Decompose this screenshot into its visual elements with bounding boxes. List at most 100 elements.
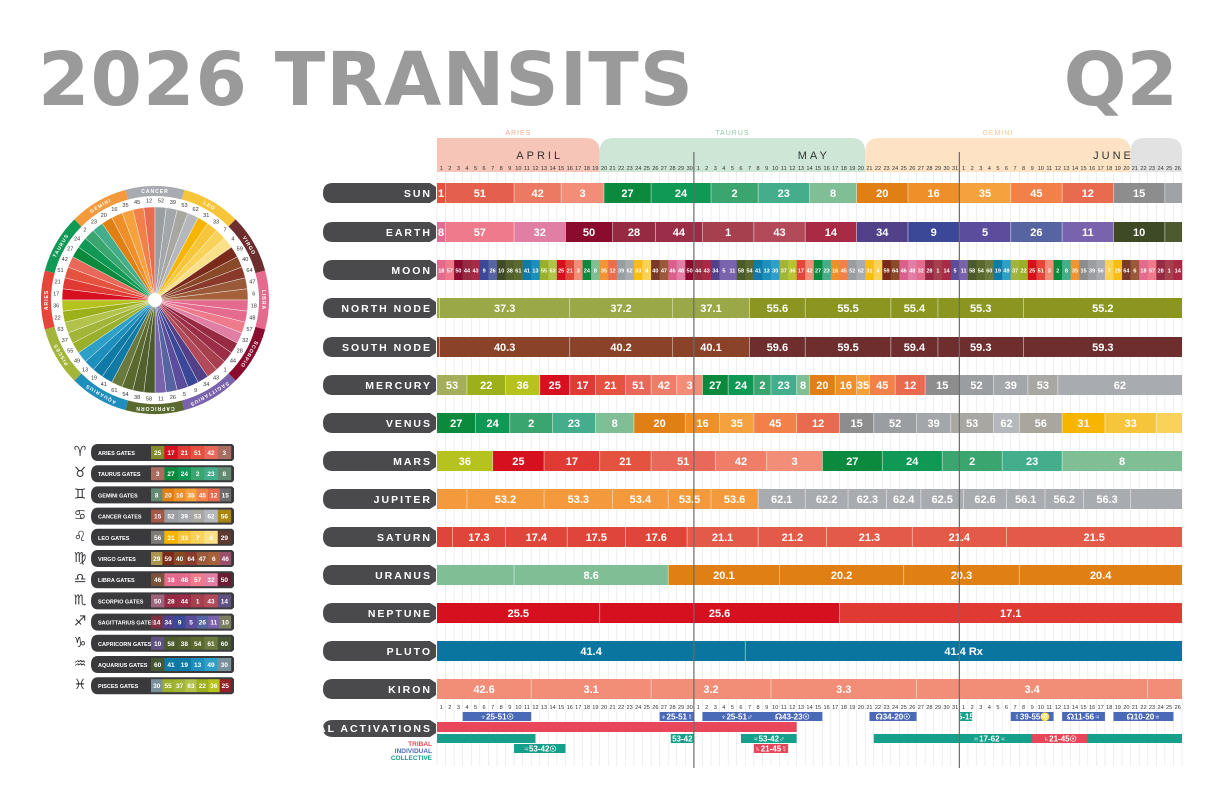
transit-segment	[959, 183, 1011, 203]
segment-label: 1	[725, 227, 731, 239]
segment-label: 43	[773, 227, 785, 239]
day-tick-bottom: 5	[996, 705, 999, 711]
wheel-gate-number: 51	[57, 268, 63, 274]
gate-number: 40	[176, 556, 184, 563]
segment-label: 62.2	[816, 494, 837, 506]
planet-name: MERCURY	[365, 380, 432, 392]
transit-segment	[1062, 222, 1114, 242]
day-tick-bottom: 20	[1123, 705, 1129, 711]
day-tick: 21	[609, 166, 615, 172]
segment-label: 12	[904, 380, 916, 392]
gate-cell	[204, 509, 218, 523]
activation-bar-individual	[659, 712, 694, 721]
transit-segment	[565, 222, 613, 242]
gate-number: 3	[156, 471, 160, 478]
transit-segment	[492, 451, 545, 471]
day-tick-bottom: 17	[1098, 705, 1104, 711]
planet-row-moon: MOON 18 57 50 44 43 9 26 10 38 61 41 13 55 63 25 21 3 24 8 3…	[323, 260, 1183, 280]
zodiac-glyph-icon: ♉	[74, 465, 87, 481]
day-tick-bottom: 7	[748, 705, 751, 711]
transit-segment	[1130, 489, 1182, 509]
transit-segment	[886, 489, 921, 509]
wheel-gate-number: 2	[83, 227, 86, 233]
transit-segment	[907, 183, 960, 203]
day-tick: 2	[971, 166, 974, 172]
day-tick: 9	[765, 166, 768, 172]
segment-label: 34	[876, 227, 889, 239]
gate-number: 39	[181, 514, 189, 521]
gate-number: 37	[176, 683, 184, 690]
transit-segment	[805, 298, 891, 318]
wheel-gate-number: 47	[249, 280, 255, 286]
transit-segment	[651, 679, 771, 699]
sign-band-label: TAURUS	[715, 130, 749, 137]
segment-label: 21	[604, 380, 616, 392]
moon-segment-label: 58	[969, 269, 975, 275]
segment-label: 17.5	[586, 532, 607, 544]
wheel-gate-number: 39	[170, 200, 176, 206]
segment-label: 15	[1133, 188, 1145, 200]
day-tick: 27	[661, 166, 667, 172]
gate-number: 59	[165, 556, 173, 563]
wheel-gate-number: 9	[194, 388, 197, 394]
day-tick-bottom: 18	[1106, 705, 1112, 711]
transit-segment	[728, 375, 754, 395]
transit-segment	[567, 527, 626, 547]
segment-label: 56.2	[1054, 494, 1075, 506]
wheel-gate-number: 26	[170, 395, 176, 401]
moon-segment-label: 35	[601, 269, 607, 275]
month-label: MAY	[798, 150, 830, 162]
day-tick: 30	[686, 166, 692, 172]
segment-label: 25	[549, 380, 561, 392]
segment-label: 16	[696, 418, 708, 430]
day-tick-bottom: 26	[652, 705, 658, 711]
moon-segment-label: 57	[447, 269, 453, 275]
transit-segment	[959, 375, 994, 395]
segment-label: 41.4 Rx	[944, 646, 983, 658]
segment-label: 21.2	[782, 532, 803, 544]
segment-label: 53	[966, 418, 978, 430]
day-tick-bottom: 7	[491, 705, 494, 711]
zodiac-glyph-icon: ♓	[74, 677, 87, 693]
day-tick-bottom: 25	[1166, 705, 1172, 711]
transit-segment	[437, 413, 476, 433]
gate-number: 27	[167, 471, 175, 478]
transit-segment	[445, 183, 515, 203]
day-tick-bottom: 4	[988, 705, 991, 711]
gate-cell	[151, 530, 165, 544]
day-tick: 19	[1115, 166, 1121, 172]
transit-segment	[437, 527, 453, 547]
segment-label: 17.1	[1000, 608, 1021, 620]
segment-label: 42	[531, 188, 543, 200]
moon-segment	[942, 260, 952, 280]
moon-segment-label: 37	[1012, 269, 1018, 275]
moon-segment	[865, 260, 875, 280]
gate-number: 19	[181, 662, 189, 669]
transit-segment	[1062, 413, 1105, 433]
day-tick-bottom: 23	[627, 705, 633, 711]
moon-segment	[899, 260, 909, 280]
activation-label: ♃53-42☉	[523, 745, 557, 754]
moon-segment-label: 64	[892, 269, 899, 275]
segment-label: 3.2	[703, 684, 718, 696]
day-tick: 11	[1046, 166, 1052, 172]
transit-segment	[539, 375, 570, 395]
activation-label: 53-42	[672, 735, 693, 744]
activation-label: ☊34-20☉	[876, 713, 911, 722]
transit-segment	[1006, 527, 1182, 547]
day-tick: 7	[491, 166, 494, 172]
moon-segment	[728, 260, 738, 280]
moon-segment	[1173, 260, 1183, 280]
segment-label: 35	[731, 418, 743, 430]
transit-segment	[514, 565, 669, 585]
day-tick-bottom: 14	[549, 705, 555, 711]
planet-label-pill	[323, 527, 436, 547]
transit-segment	[569, 375, 596, 395]
activation-bar-collective	[670, 734, 694, 743]
day-tick-bottom: 16	[1089, 705, 1095, 711]
moon-segment	[625, 260, 635, 280]
day-tick: 20	[1123, 166, 1129, 172]
day-tick: 18	[584, 166, 590, 172]
moon-segment	[437, 260, 446, 280]
transit-segment	[437, 641, 746, 661]
